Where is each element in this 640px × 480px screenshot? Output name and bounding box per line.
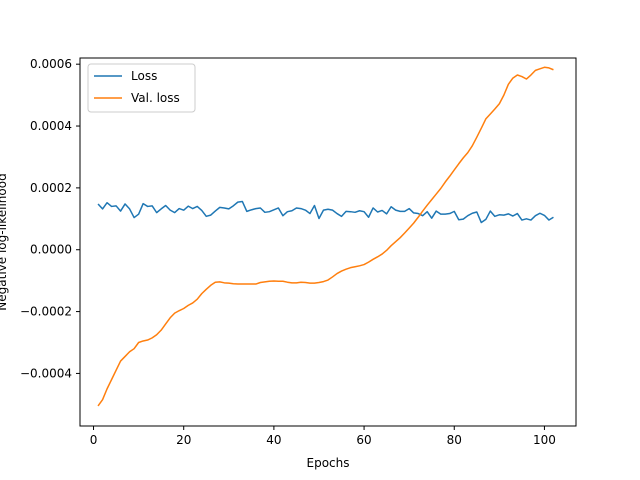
x-tick-label: 60 [356, 433, 371, 447]
y-tick-label: 0.0004 [30, 119, 72, 133]
x-tick-label: 40 [266, 433, 281, 447]
series-line-loss [97, 200, 554, 224]
x-tick-label: 100 [533, 433, 556, 447]
x-axis-label: Epochs [307, 456, 350, 470]
x-axis-ticks: 0 20 40 60 80 100 [90, 426, 556, 447]
legend-label: Val. loss [131, 91, 180, 105]
y-tick-label: 0.0002 [30, 181, 72, 195]
plot-frame [79, 57, 577, 427]
legend-label: Loss [131, 69, 157, 83]
x-tick-label: 0 [90, 433, 98, 447]
y-axis-ticks: −0.0004 −0.0002 0.0000 0.0002 0.0004 0.0006 [20, 57, 80, 380]
y-tick-label: −0.0004 [20, 366, 72, 380]
y-axis-label: Negative log-likelihood [0, 173, 9, 310]
y-tick-label: 0.0006 [30, 57, 72, 71]
plot-area [80, 58, 576, 426]
series-line-val-loss [97, 66, 554, 407]
x-tick-label: 80 [447, 433, 462, 447]
series-layer [97, 66, 554, 407]
legend: Loss Val. loss [87, 63, 196, 113]
y-tick-label: −0.0002 [20, 305, 72, 319]
x-tick-label: 20 [176, 433, 191, 447]
y-tick-label: 0.0000 [30, 243, 72, 257]
